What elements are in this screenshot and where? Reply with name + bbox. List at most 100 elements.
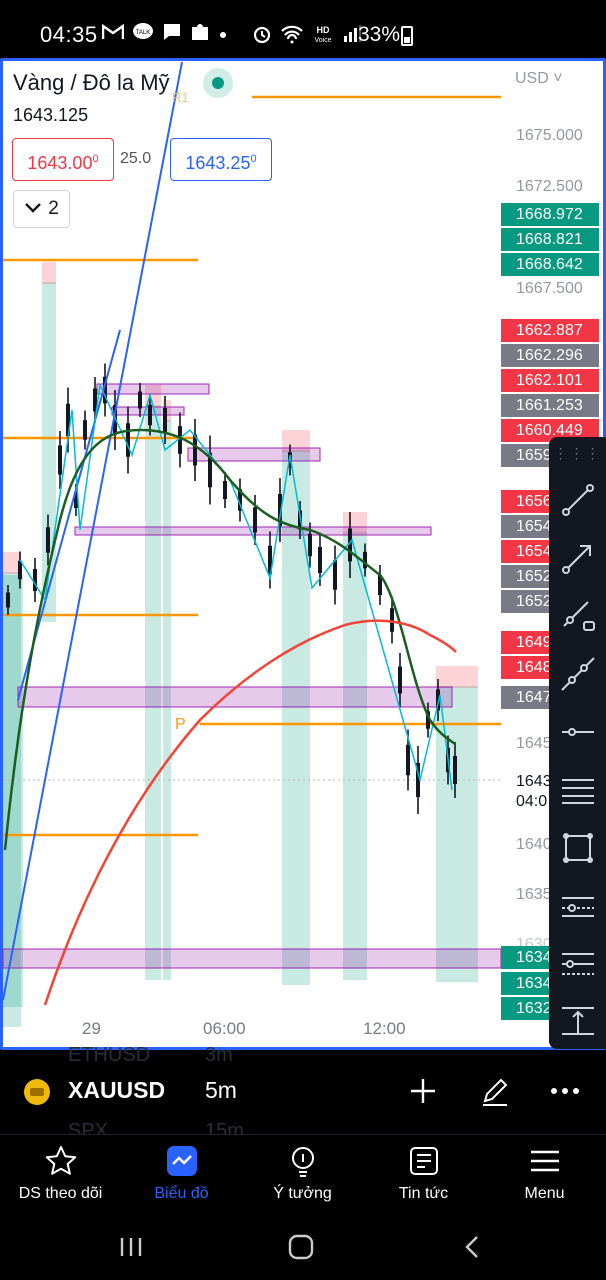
price-tag: 1668.821	[501, 228, 599, 251]
position-stop-zone	[3, 552, 21, 574]
candle-body	[103, 376, 107, 404]
drawing-toolbar[interactable]: ⋮⋮⋮	[549, 437, 606, 1049]
extended-line-icon[interactable]	[555, 651, 601, 697]
more-options-icon[interactable]	[545, 1071, 585, 1111]
horizontal-line-icon[interactable]	[555, 709, 601, 755]
price-axis-label: 1635	[516, 886, 552, 903]
nav-menu[interactable]: Menu	[484, 1135, 605, 1215]
price-tag: 1662.887	[501, 319, 599, 342]
candle-body	[193, 434, 197, 466]
hd-voice-icon: HD Voice	[312, 24, 334, 49]
position-target-zone	[3, 572, 21, 1027]
time-axis-label: 29	[82, 1019, 101, 1038]
price-axis-label: 1675.000	[516, 127, 583, 144]
candle-body	[74, 492, 78, 508]
candle-body	[436, 689, 440, 711]
candle-body	[308, 533, 312, 557]
chart-symbol-title[interactable]: Vàng / Đô la Mỹ	[13, 70, 170, 95]
candle-body	[33, 569, 37, 591]
news-icon	[406, 1143, 442, 1179]
recent-apps-icon[interactable]	[111, 1230, 151, 1264]
chevron-down-icon	[24, 198, 42, 220]
chart-last-price: 1643.125	[13, 105, 89, 125]
candle-body	[333, 560, 337, 590]
market-open-indicator	[203, 68, 233, 98]
position-stop-zone	[42, 262, 56, 284]
status-bar: 04:35 TALK HD Voice 33%	[0, 0, 606, 64]
currency-selector[interactable]: USD ˅	[515, 70, 563, 87]
price-tag: 1662.101	[501, 369, 599, 392]
candle-body	[126, 423, 130, 457]
price-tag: 1668.642	[501, 253, 599, 276]
home-icon[interactable]	[281, 1230, 321, 1264]
indicators-toggle-button[interactable]: 2	[13, 190, 70, 228]
prev-interval-ghost: 3m	[205, 1044, 233, 1066]
system-navigation-bar	[0, 1214, 606, 1280]
buy-button[interactable]: 1643.250	[170, 138, 272, 181]
price-range-icon[interactable]	[555, 997, 601, 1043]
position-stop-zone	[145, 385, 161, 407]
status-time: 04:35	[40, 22, 98, 47]
position-target-zone	[343, 532, 367, 980]
supply-demand-zone	[96, 383, 210, 395]
nav-watchlist[interactable]: DS theo dõi	[0, 1135, 121, 1215]
price-axis-label: 1667.500	[516, 280, 583, 297]
position-target-zone	[436, 686, 478, 982]
short-position-icon[interactable]	[555, 941, 601, 987]
price-tag: 1668.972	[501, 203, 599, 226]
price-axis-label: 1645	[516, 735, 552, 752]
pencil-icon[interactable]	[475, 1071, 515, 1111]
gold-symbol-icon	[24, 1079, 50, 1105]
nav-news[interactable]: Tin tức	[363, 1135, 484, 1215]
plus-icon[interactable]	[403, 1071, 443, 1111]
nav-ideas[interactable]: Ý tưởng	[242, 1135, 363, 1215]
candle-body	[268, 545, 272, 575]
candle-body	[223, 481, 227, 499]
time-axis-label: 12:00	[363, 1019, 406, 1038]
trend-line	[2, 61, 183, 1001]
chat-icon	[162, 22, 182, 47]
trend-line-icon[interactable]	[555, 477, 601, 523]
battery-icon	[401, 26, 413, 46]
candle-body	[93, 388, 97, 412]
symbol-bar	[0, 1050, 606, 1134]
extension-icon	[190, 22, 210, 47]
back-icon[interactable]	[452, 1230, 492, 1264]
candle-body	[348, 528, 352, 562]
r1-label: R1	[172, 90, 189, 105]
time-axis-label: 06:00	[203, 1019, 246, 1038]
svg-text:Voice: Voice	[314, 37, 331, 44]
sell-button[interactable]: 1643.000	[12, 138, 114, 181]
interval-selector[interactable]: 5m	[205, 1077, 237, 1103]
candle-body	[453, 756, 457, 784]
ray-icon[interactable]	[555, 593, 601, 639]
candle-body	[6, 592, 10, 608]
drag-handle-icon[interactable]: ⋮⋮⋮	[553, 445, 602, 461]
candle-body	[378, 575, 382, 595]
price-tag: 1661.253	[501, 394, 599, 417]
battery-level: 33%	[358, 23, 401, 46]
signal-icon	[342, 24, 362, 49]
price-axis-label: 1640	[516, 836, 552, 853]
candle-body	[253, 507, 257, 533]
rectangle-icon[interactable]	[555, 825, 601, 871]
candle-body	[18, 560, 22, 580]
candle-body	[288, 452, 292, 468]
position-stop-zone	[436, 666, 478, 688]
candle-body	[238, 489, 242, 511]
candle-body	[208, 452, 212, 488]
pivot-label: P	[175, 716, 186, 733]
candle-body	[406, 744, 410, 776]
parallel-channel-icon[interactable]	[555, 767, 601, 813]
bottom-navigation: DS theo dõi Biểu đồ Ý tưởng Tin tức Menu	[0, 1134, 606, 1214]
price-tag: 1662.296	[501, 344, 599, 367]
symbol-name[interactable]: XAUUSD	[68, 1077, 166, 1103]
long-position-icon[interactable]	[555, 883, 601, 929]
position-target-zone	[282, 450, 310, 985]
prev-symbol-ghost: ETHUSD	[68, 1044, 151, 1066]
arrow-line-icon[interactable]	[555, 535, 601, 581]
nav-chart[interactable]: Biểu đồ	[121, 1135, 242, 1215]
candle-body	[46, 527, 50, 553]
price-chart[interactable]	[0, 0, 606, 1050]
supply-demand-zone	[17, 686, 453, 708]
